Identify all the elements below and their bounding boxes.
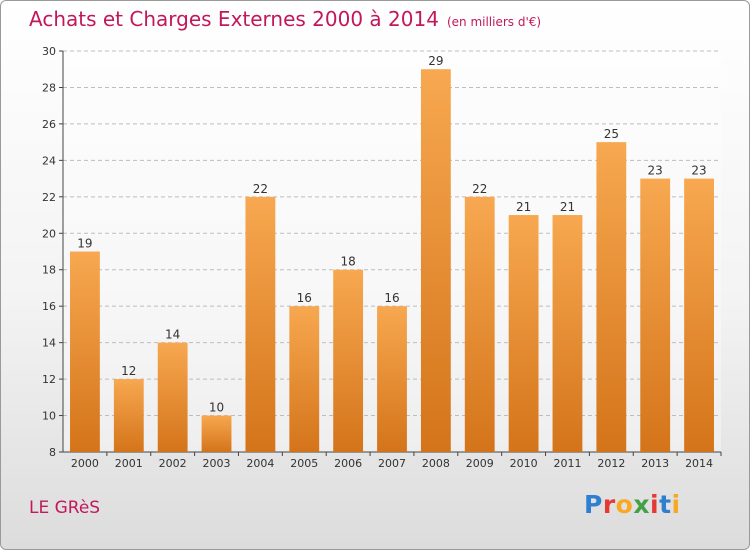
logo-letter: i	[671, 490, 681, 519]
chart-title: Achats et Charges Externes 2000 à 2014 (e…	[29, 7, 541, 31]
value-label-2010: 21	[516, 200, 531, 214]
bar-2010	[508, 215, 539, 452]
bar-2012	[596, 142, 627, 453]
x-tick-label-2005: 2005	[290, 457, 318, 470]
x-tick-label-2001: 2001	[115, 457, 143, 470]
x-tick-label-2007: 2007	[378, 457, 406, 470]
bar-2005	[289, 306, 320, 452]
value-label-2001: 12	[121, 364, 136, 378]
value-label-2003: 10	[209, 401, 224, 415]
logo-letter: i	[650, 490, 660, 519]
bar-2011	[552, 215, 583, 452]
y-tick-label: 30	[42, 45, 56, 58]
value-label-2013: 23	[648, 164, 663, 178]
chart-title-text: Achats et Charges Externes 2000 à 2014	[29, 7, 439, 31]
bar-2001	[113, 379, 144, 452]
y-tick-label: 8	[49, 446, 56, 459]
bar-2006	[333, 269, 364, 452]
x-tick-label-2000: 2000	[71, 457, 99, 470]
bar-2014	[684, 178, 714, 452]
value-labels: 19 12 14 10 22 16 18 16 29 22 21 21 25 23 23	[77, 54, 706, 414]
bar-2009	[464, 196, 495, 452]
bar-2000	[70, 251, 100, 452]
y-tick-label: 26	[42, 118, 56, 131]
y-tick-label: 16	[42, 300, 56, 313]
logo-letter: P	[584, 490, 603, 519]
y-tick-label: 22	[42, 191, 56, 204]
value-label-2000: 19	[77, 237, 92, 251]
value-label-2006: 18	[340, 255, 355, 269]
bar-2007	[377, 306, 407, 452]
y-tick-label: 20	[42, 227, 56, 240]
bar-2003	[201, 415, 232, 452]
logo-letter: r	[602, 490, 616, 519]
value-label-2005: 16	[297, 291, 312, 305]
bar-2013	[640, 178, 671, 452]
value-label-2014: 23	[691, 164, 706, 178]
x-tick-label-2011: 2011	[553, 457, 581, 470]
x-tick-label-2003: 2003	[203, 457, 231, 470]
place-name: LE GRèS	[29, 498, 101, 518]
value-label-2012: 25	[604, 127, 619, 141]
x-tick-label-2012: 2012	[597, 457, 625, 470]
logo-letter: t	[659, 490, 672, 519]
x-tick-label-2008: 2008	[422, 457, 450, 470]
value-label-2002: 14	[165, 328, 180, 342]
bar-2008	[420, 69, 451, 453]
x-tick-label-2009: 2009	[466, 457, 494, 470]
y-tick-label: 14	[42, 337, 56, 350]
x-tick-label-2004: 2004	[246, 457, 274, 470]
value-label-2008: 29	[428, 54, 443, 68]
bars	[70, 69, 714, 453]
bar-2002	[157, 342, 188, 452]
x-tick-label-2006: 2006	[334, 457, 362, 470]
chart-subtitle: (en milliers d'€)	[446, 15, 542, 29]
value-label-2011: 21	[560, 200, 575, 214]
y-tick-label: 28	[42, 81, 56, 94]
value-label-2007: 16	[384, 291, 399, 305]
y-tick-label: 10	[42, 410, 56, 423]
proxiti-logo: Proxiti	[584, 490, 681, 519]
y-tick-label: 12	[42, 373, 56, 386]
x-tick-label-2002: 2002	[159, 457, 187, 470]
value-label-2009: 22	[472, 182, 487, 196]
y-tick-label: 24	[42, 154, 56, 167]
value-label-2004: 22	[253, 182, 268, 196]
x-tick-label-2010: 2010	[510, 457, 538, 470]
logo-letter: o	[615, 490, 634, 519]
y-tick-label: 18	[42, 264, 56, 277]
bar-2004	[245, 196, 276, 452]
logo-letter: x	[633, 490, 650, 519]
x-tick-label-2013: 2013	[641, 457, 669, 470]
x-tick-label-2014: 2014	[685, 457, 713, 470]
